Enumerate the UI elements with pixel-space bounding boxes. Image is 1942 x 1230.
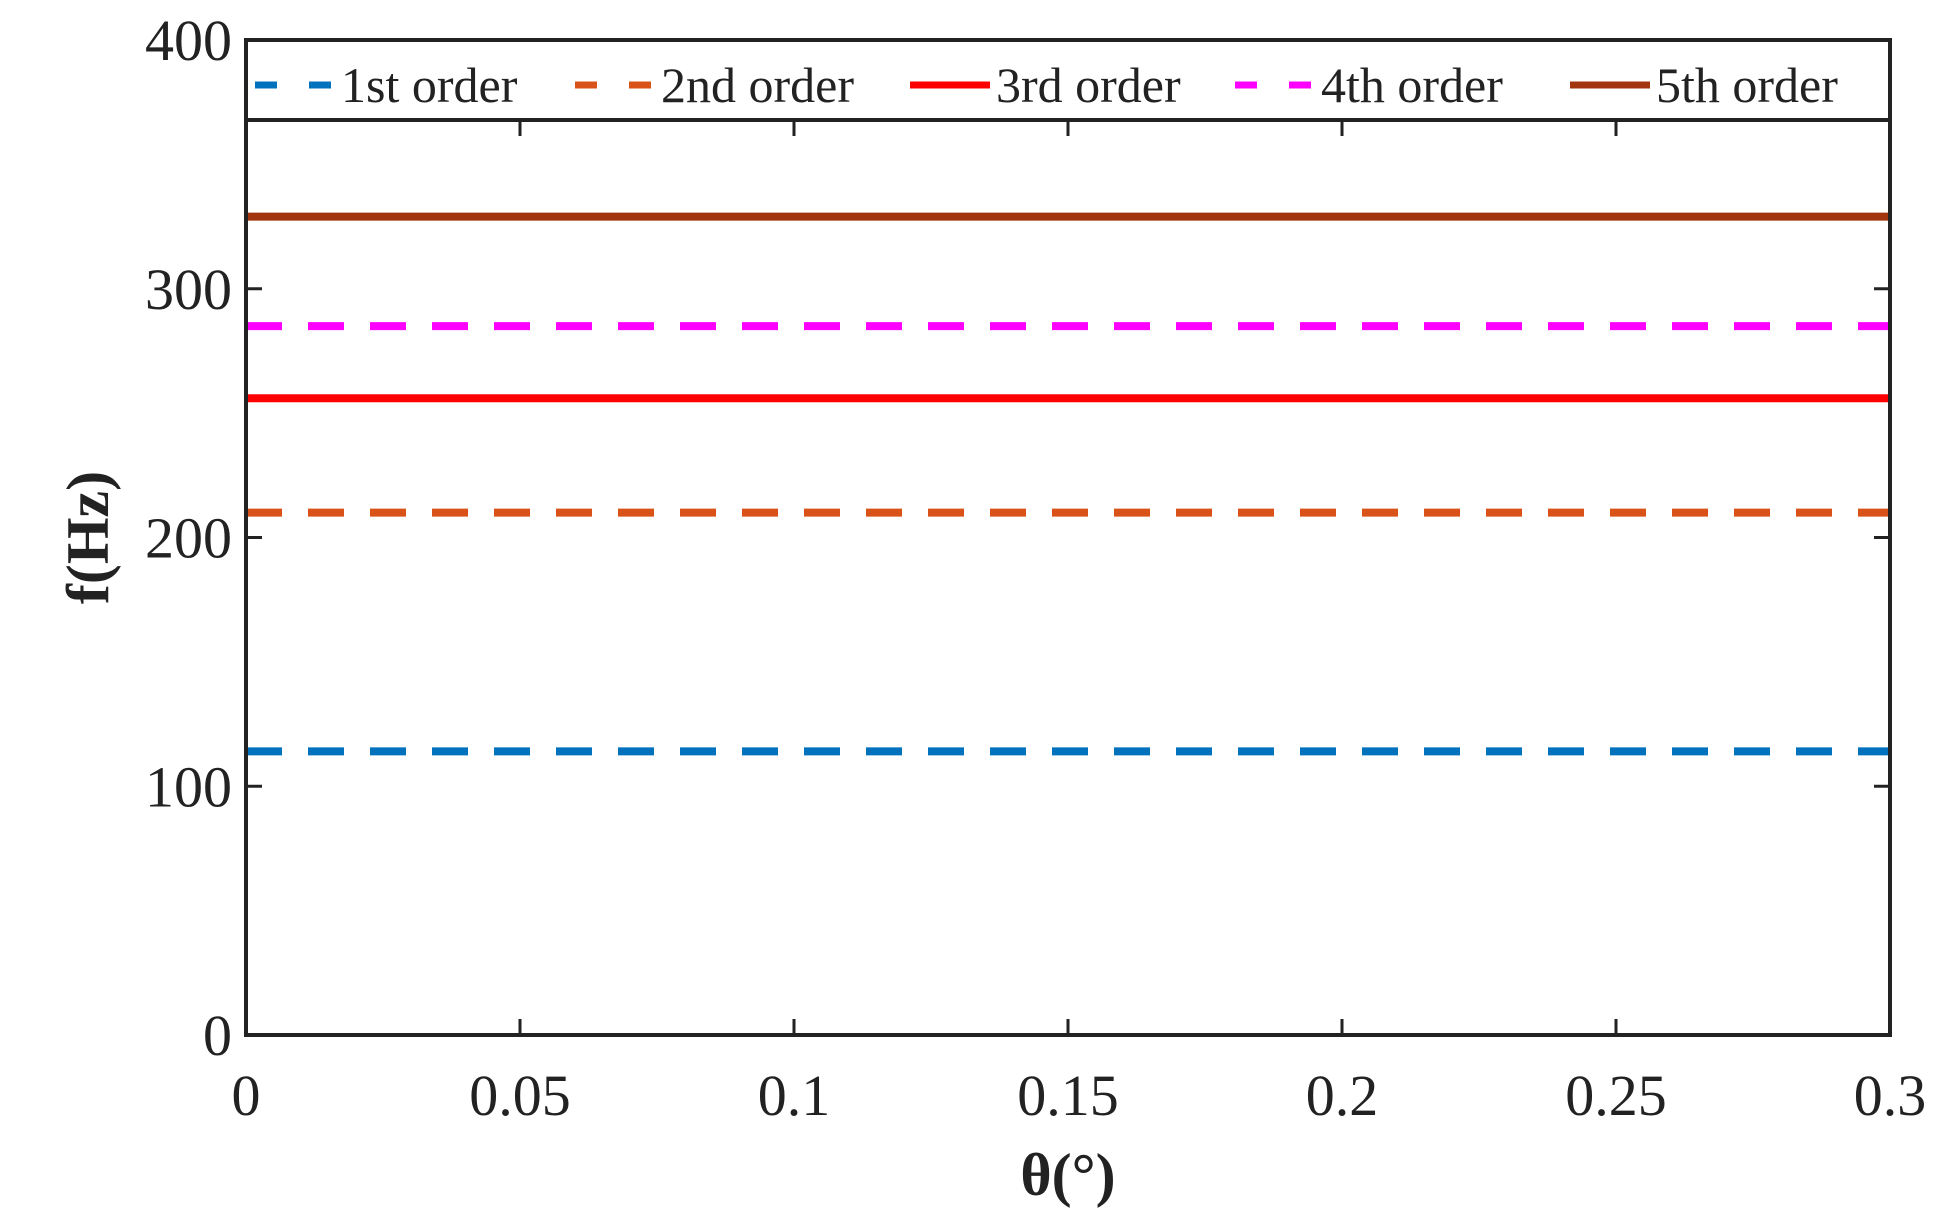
x-tick-label: 0.2 <box>1306 1063 1379 1128</box>
plot-frame <box>244 38 1892 1037</box>
legend-label-1: 1st order <box>341 57 518 113</box>
x-tick-label: 0 <box>232 1063 261 1128</box>
series-layer <box>246 212 1890 756</box>
ticks-layer: 0 0.05 0.1 0.15 0.2 0.25 0.3 0 100 200 300 400 <box>145 8 1926 1128</box>
y-tick-label: 300 <box>145 257 232 322</box>
y-tick-label: 100 <box>145 754 232 819</box>
x-tick-label: 0.05 <box>469 1063 571 1128</box>
x-tick-label: 0.1 <box>758 1063 831 1128</box>
y-axis-label: f(Hz) <box>55 471 121 604</box>
x-tick-label: 0.25 <box>1565 1063 1667 1128</box>
y-tick-label: 0 <box>203 1003 232 1068</box>
legend-label-3: 3rd order <box>996 57 1181 113</box>
legend-label-5: 5th order <box>1656 57 1838 113</box>
x-tick-label: 0.15 <box>1017 1063 1119 1128</box>
legend-label-2: 2nd order <box>661 57 854 113</box>
legend-label-4: 4th order <box>1321 57 1503 113</box>
legend: 1st order 2nd order 3rd order 4th order 5th … <box>246 57 1890 122</box>
y-tick-label: 400 <box>145 8 232 73</box>
y-tick-label: 200 <box>145 506 232 571</box>
x-tick-label: 0.3 <box>1854 1063 1927 1128</box>
x-axis-label: θ(°) <box>1020 1142 1115 1208</box>
